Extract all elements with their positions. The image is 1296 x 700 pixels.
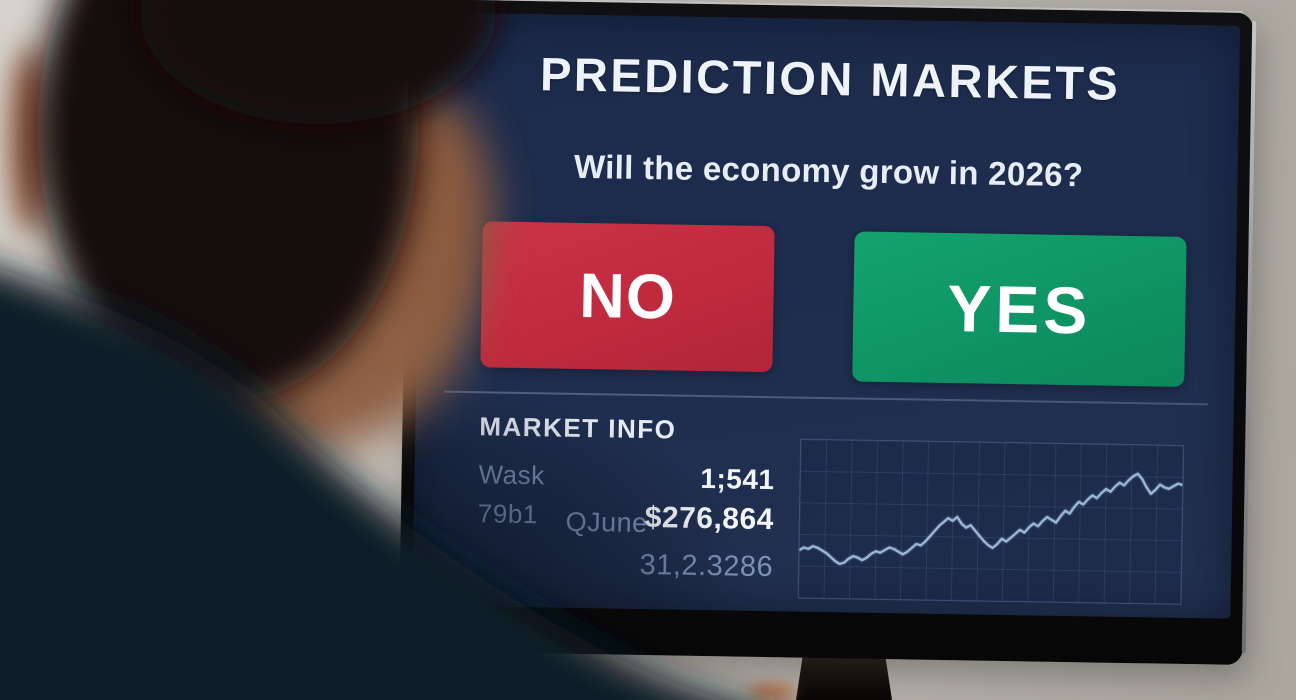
market-question: Will the economy grow in 2026?	[573, 147, 1084, 194]
monitor: PREDICTION MARKETS Will the economy grow…	[398, 0, 1254, 665]
section-divider	[443, 390, 1208, 406]
person-cheek-rim	[10, 45, 50, 235]
row-value: $276,864	[644, 501, 775, 537]
monitor-stand	[796, 656, 892, 700]
row-label: Wask	[478, 459, 545, 491]
reflection-glow	[748, 684, 796, 700]
market-info-panel: MARKET INFO Wask 1;541 79b1 QJune $276,86…	[477, 411, 778, 596]
row-label: 79b1	[477, 498, 539, 530]
row-value: 1;541	[700, 462, 775, 496]
page-title: PREDICTION MARKETS	[539, 47, 1121, 110]
screen: PREDICTION MARKETS Will the economy grow…	[412, 12, 1241, 619]
chart-grid	[798, 439, 1184, 604]
chart-trend-line	[798, 472, 1184, 566]
market-chart	[797, 438, 1185, 605]
market-info-row: 31,2.3286	[477, 546, 776, 587]
person-hair	[38, 0, 418, 402]
market-info-heading: MARKET INFO	[479, 411, 677, 445]
market-chart-svg	[798, 439, 1184, 604]
market-info-row: 79b1 QJune $276,864	[478, 498, 777, 539]
yes-button[interactable]: YES	[852, 231, 1187, 387]
row-label-secondary: QJune	[565, 506, 648, 539]
no-button[interactable]: NO	[480, 221, 775, 373]
market-info-row: Wask 1;541	[478, 459, 777, 500]
row-value: 31,2.3286	[639, 548, 774, 584]
